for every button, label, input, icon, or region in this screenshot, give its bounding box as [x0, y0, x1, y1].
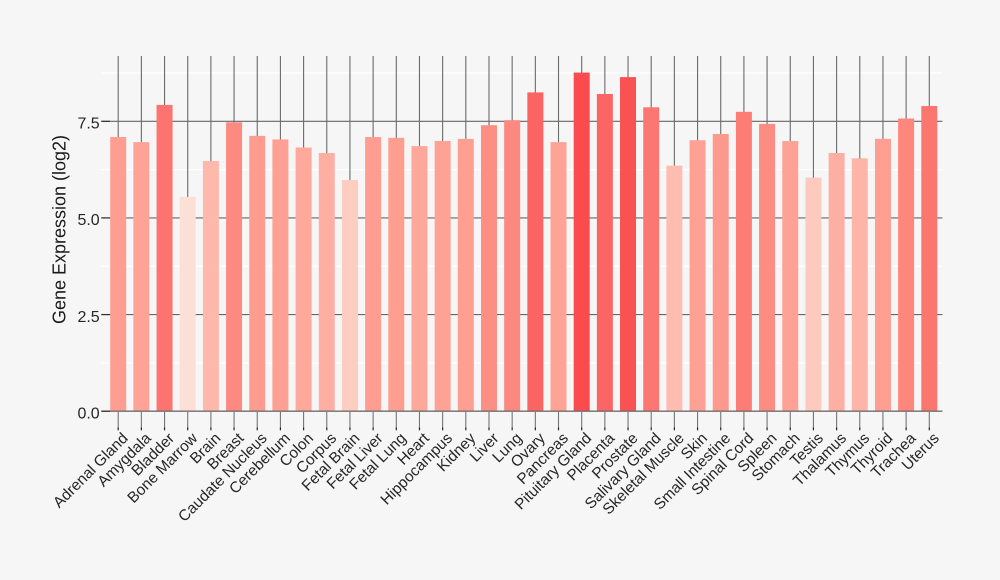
svg-text:2.5: 2.5 — [77, 309, 99, 326]
svg-text:0.0: 0.0 — [77, 406, 99, 423]
svg-text:7.5: 7.5 — [77, 116, 99, 133]
svg-text:Gene Expression (log2): Gene Expression (log2) — [50, 135, 70, 324]
svg-text:5.0: 5.0 — [77, 212, 99, 229]
